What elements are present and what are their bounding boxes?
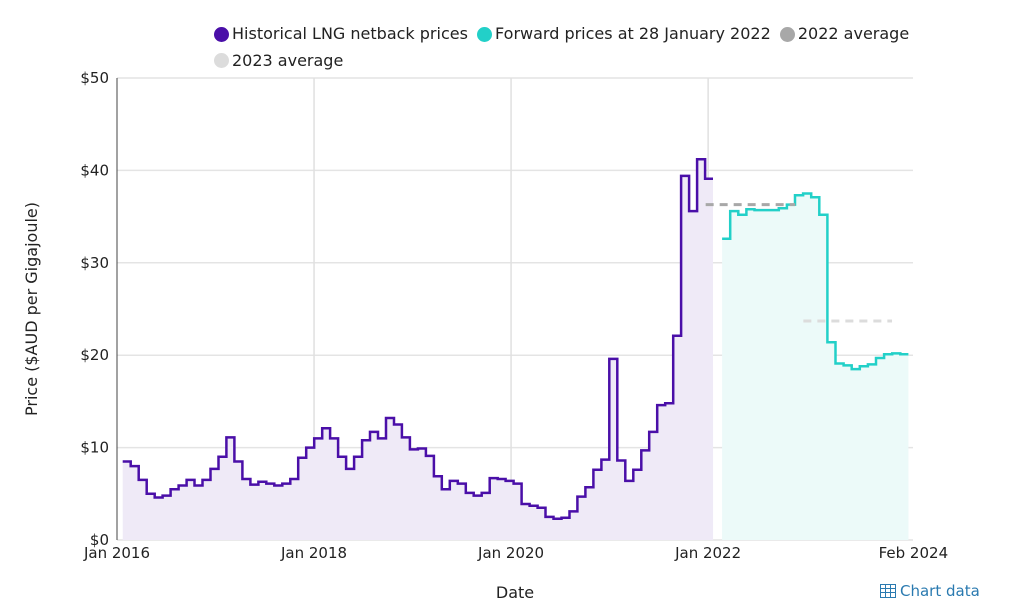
y-tick-label: $50 xyxy=(80,69,109,87)
series-line xyxy=(122,158,713,520)
x-tick-label: Jan 2022 xyxy=(674,544,741,562)
legend-item-historical[interactable]: Historical LNG netback prices xyxy=(214,22,468,46)
series-line xyxy=(722,192,909,371)
x-tick-label: Jan 2020 xyxy=(477,544,544,562)
y-tick-label: $30 xyxy=(80,254,109,272)
legend-item-2022-average[interactable]: 2022 average xyxy=(779,22,909,46)
chart-legend: Historical LNG netback prices Forward pr… xyxy=(214,22,954,75)
chart-data-link[interactable]: Chart data xyxy=(880,582,980,600)
y-axis-title: Price ($AUD per Gigajoule) xyxy=(22,202,41,416)
legend-item-forward[interactable]: Forward prices at 28 January 2022 xyxy=(477,22,771,46)
x-tick-label: Jan 2018 xyxy=(280,544,347,562)
legend-item-2023-average[interactable]: 2023 average xyxy=(214,49,343,73)
series-area-fill xyxy=(722,193,909,540)
legend-dot-icon xyxy=(477,26,493,42)
legend-dot-icon xyxy=(214,53,229,68)
legend-dot-icon xyxy=(214,26,229,42)
x-tick-label: Jan 2016 xyxy=(83,544,150,562)
x-tick-label: Feb 2024 xyxy=(879,544,949,562)
y-tick-label: $40 xyxy=(80,161,109,179)
series-area-fill xyxy=(122,159,714,541)
x-axis-title: Date xyxy=(496,583,534,602)
table-icon xyxy=(880,584,896,598)
y-tick-label: $10 xyxy=(80,439,109,457)
y-tick-label: $0 xyxy=(90,531,109,549)
legend-dot-icon xyxy=(779,26,795,42)
y-tick-label: $20 xyxy=(80,346,109,364)
